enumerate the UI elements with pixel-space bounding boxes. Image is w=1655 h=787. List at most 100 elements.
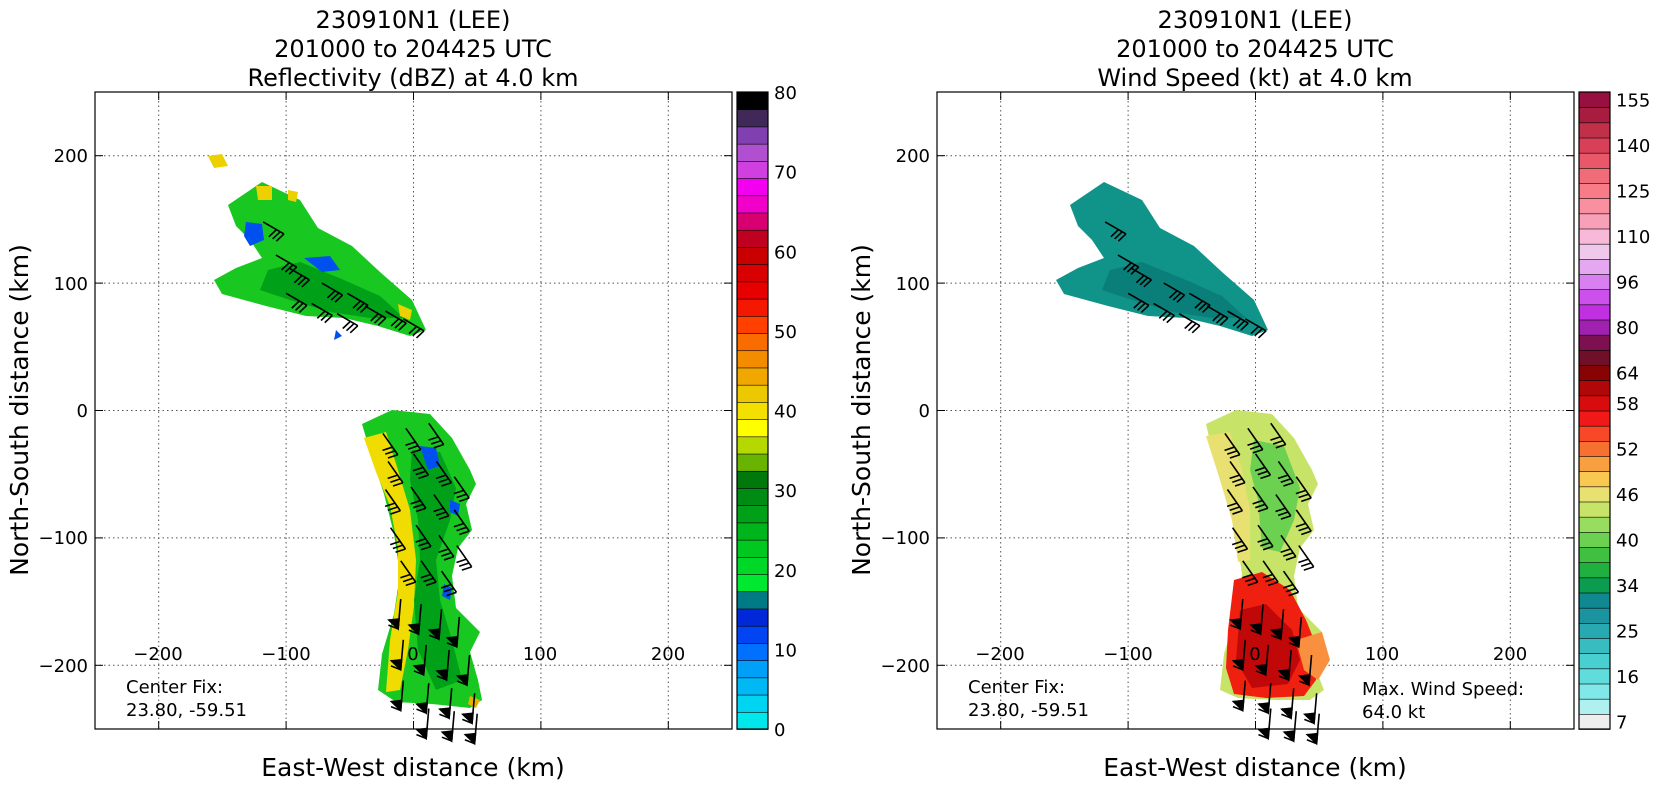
wind-barb-feather: [1172, 292, 1182, 301]
wind-barb-feather: [268, 229, 278, 238]
wind-barb-feather: [400, 573, 411, 579]
wind-barb-shaft: [410, 486, 427, 509]
wind-barb-feather: [1285, 587, 1297, 593]
wind-barb-feather: [1275, 443, 1286, 449]
colorbar-swatch: [736, 263, 769, 283]
y-tick-label: 0: [919, 401, 930, 422]
wind-barb-feather: [1260, 474, 1271, 480]
wind-barb-feather: [1257, 470, 1268, 476]
wind-barb-shaft: [1206, 305, 1229, 319]
wind-barb-feather: [405, 441, 416, 447]
colorbar-swatch: [1578, 167, 1611, 184]
north-band-strong-echo: [208, 154, 412, 320]
wind-barb-shaft: [1244, 318, 1267, 332]
x-tick-label: −100: [1103, 644, 1152, 665]
wind-barb-pennant: [389, 658, 403, 672]
wind-barb-feather: [1303, 566, 1314, 571]
wind-barb-pennant: [438, 707, 451, 720]
wind-barb-feather: [1280, 478, 1291, 483]
wind-barb-feather: [1224, 446, 1235, 452]
wind-barb-feather: [1140, 304, 1150, 314]
wind-barb-shaft: [384, 489, 402, 512]
wind-barb-shaft: [1275, 494, 1292, 517]
x-tick-label: −200: [133, 644, 182, 665]
wind-barb-pennant: [1249, 623, 1263, 636]
colorbar-tick-label: 155: [1616, 91, 1650, 112]
wind-barb-feather: [410, 448, 422, 454]
wind-barb-feather: [1260, 541, 1271, 547]
y-tick-label: 100: [54, 274, 88, 295]
wind-barb-feather: [1240, 322, 1249, 331]
wind-barb-pennant: [1229, 618, 1242, 631]
colorbar-tick-label: 70: [774, 163, 797, 184]
wind-barb-feather: [1272, 439, 1284, 445]
wind-barb-feather: [456, 558, 467, 564]
wind-barb-shaft: [364, 305, 387, 319]
wind-barb-feather: [291, 300, 300, 309]
wind-barb-feather: [435, 511, 447, 517]
colorbar-swatch: [1578, 531, 1611, 548]
colorbar-tick-label: 40: [1616, 530, 1639, 551]
wind-barb-feather: [1219, 317, 1229, 326]
wind-barb-pennant: [1269, 628, 1283, 641]
y-tick-label: 0: [77, 401, 88, 422]
wind-barb-feather: [1254, 466, 1266, 472]
wind-barb-shaft: [1270, 422, 1287, 445]
wind-barb-shaft: [1104, 221, 1127, 235]
wind-barb-feather: [326, 290, 336, 299]
colorbar-swatch: [1578, 152, 1611, 169]
north-band-echo-dark: [260, 262, 404, 318]
wind-barb-feather: [387, 453, 399, 459]
wind-barb-feather: [294, 302, 304, 311]
colorbar-swatch: [1578, 425, 1611, 442]
colorbar-swatch: [736, 367, 769, 386]
colorbar-tick-label: 20: [774, 561, 797, 582]
wind-barb-feather: [342, 320, 351, 330]
wind-barb-shaft: [1224, 432, 1241, 456]
wind-barb-shaft: [1227, 310, 1249, 324]
wind-barb-feather: [456, 493, 467, 499]
wind-barb-feather: [435, 474, 447, 480]
wind-barb-pennant: [1297, 674, 1311, 687]
wind-barb-pennant: [387, 618, 400, 631]
wind-barb-feather: [418, 541, 429, 547]
wind-barb-shaft: [1153, 302, 1175, 317]
wind-barb-feather: [1301, 497, 1312, 503]
wind-barb-feather: [1298, 493, 1309, 499]
wind-barb-feather: [1275, 507, 1286, 513]
wind-barb-shaft: [400, 560, 417, 583]
wind-barb-feather: [1295, 522, 1307, 528]
colorbar-swatch: [736, 608, 769, 627]
wind-barb-shaft: [453, 476, 470, 499]
wind-barb-feather: [461, 566, 472, 571]
wind-speed-colorbar: 7 16 25 34 40 46 52 58 64 80 96 110 125 140 155: [1578, 91, 1650, 733]
wind-barb-feather: [458, 562, 470, 568]
wind-barb-feather: [1232, 478, 1243, 483]
wind-barb-pennant: [407, 623, 421, 636]
wind-barb-shaft: [387, 461, 404, 484]
wind-barb-feather: [1234, 544, 1246, 550]
wind-barb-feather: [1247, 581, 1258, 587]
wind-barb-feather: [1244, 577, 1256, 583]
plot-frame-ticks: [95, 92, 732, 729]
colorbar-swatch: [1578, 561, 1611, 579]
colorbar-swatch: [736, 470, 769, 489]
wind-barb-feather: [324, 314, 333, 324]
y-axis-label: North-South distance (km): [847, 244, 876, 576]
wind-barb-feather: [1135, 274, 1145, 284]
colorbar-swatch: [736, 677, 769, 696]
wind-barb-feather: [398, 322, 407, 331]
wind-barb-feather: [428, 436, 439, 441]
colorbar-swatch: [1578, 395, 1611, 412]
wind-barb-pennant: [1257, 727, 1270, 741]
colorbar-swatch: [1578, 288, 1611, 306]
wind-barb-feather: [390, 318, 400, 327]
colorbar-tick-label: 64: [1616, 364, 1639, 385]
wind-barb-feather: [1280, 548, 1291, 554]
wind-barb-shaft: [453, 509, 470, 532]
wind-barb-feather: [453, 489, 465, 495]
wind-barb-shaft: [440, 570, 458, 593]
colorbar-tick-label: 40: [774, 402, 797, 423]
wind-barb-feather: [441, 481, 452, 487]
